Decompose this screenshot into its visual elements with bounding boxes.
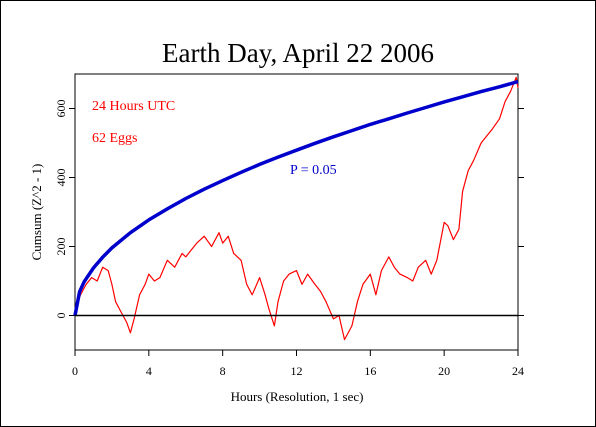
x-tick-label: 12 — [291, 364, 303, 378]
x-axis-label: Hours (Resolution, 1 sec) — [231, 389, 364, 404]
cumsum-series-line — [74, 76, 519, 341]
x-tick-label: 4 — [146, 364, 152, 378]
y-tick-label: 600 — [54, 100, 68, 118]
y-tick-label: 200 — [54, 238, 68, 256]
x-tick-label: 24 — [512, 364, 524, 378]
axis-ticks: 0 4 8 12 16 20 24 0 200 400 600 — [54, 100, 524, 378]
x-tick-label: 16 — [364, 364, 376, 378]
annotation-eggs: 62 Eggs — [92, 131, 138, 146]
x-tick-label: 20 — [438, 364, 450, 378]
annotation-hours: 24 Hours UTC — [92, 99, 175, 114]
plot-area — [74, 73, 519, 351]
annotation-p-value: P = 0.05 — [290, 163, 337, 178]
y-axis-label: Cumsum (Z^2 - 1) — [29, 164, 44, 261]
x-tick-label: 8 — [220, 364, 226, 378]
y-tick-label: 400 — [54, 169, 68, 187]
p005-envelope-series-line — [73, 79, 519, 316]
x-tick-label: 0 — [72, 364, 78, 378]
chart-title: Earth Day, April 22 2006 — [162, 38, 434, 68]
y-tick-label: 0 — [54, 313, 68, 319]
series-layer — [73, 76, 519, 341]
